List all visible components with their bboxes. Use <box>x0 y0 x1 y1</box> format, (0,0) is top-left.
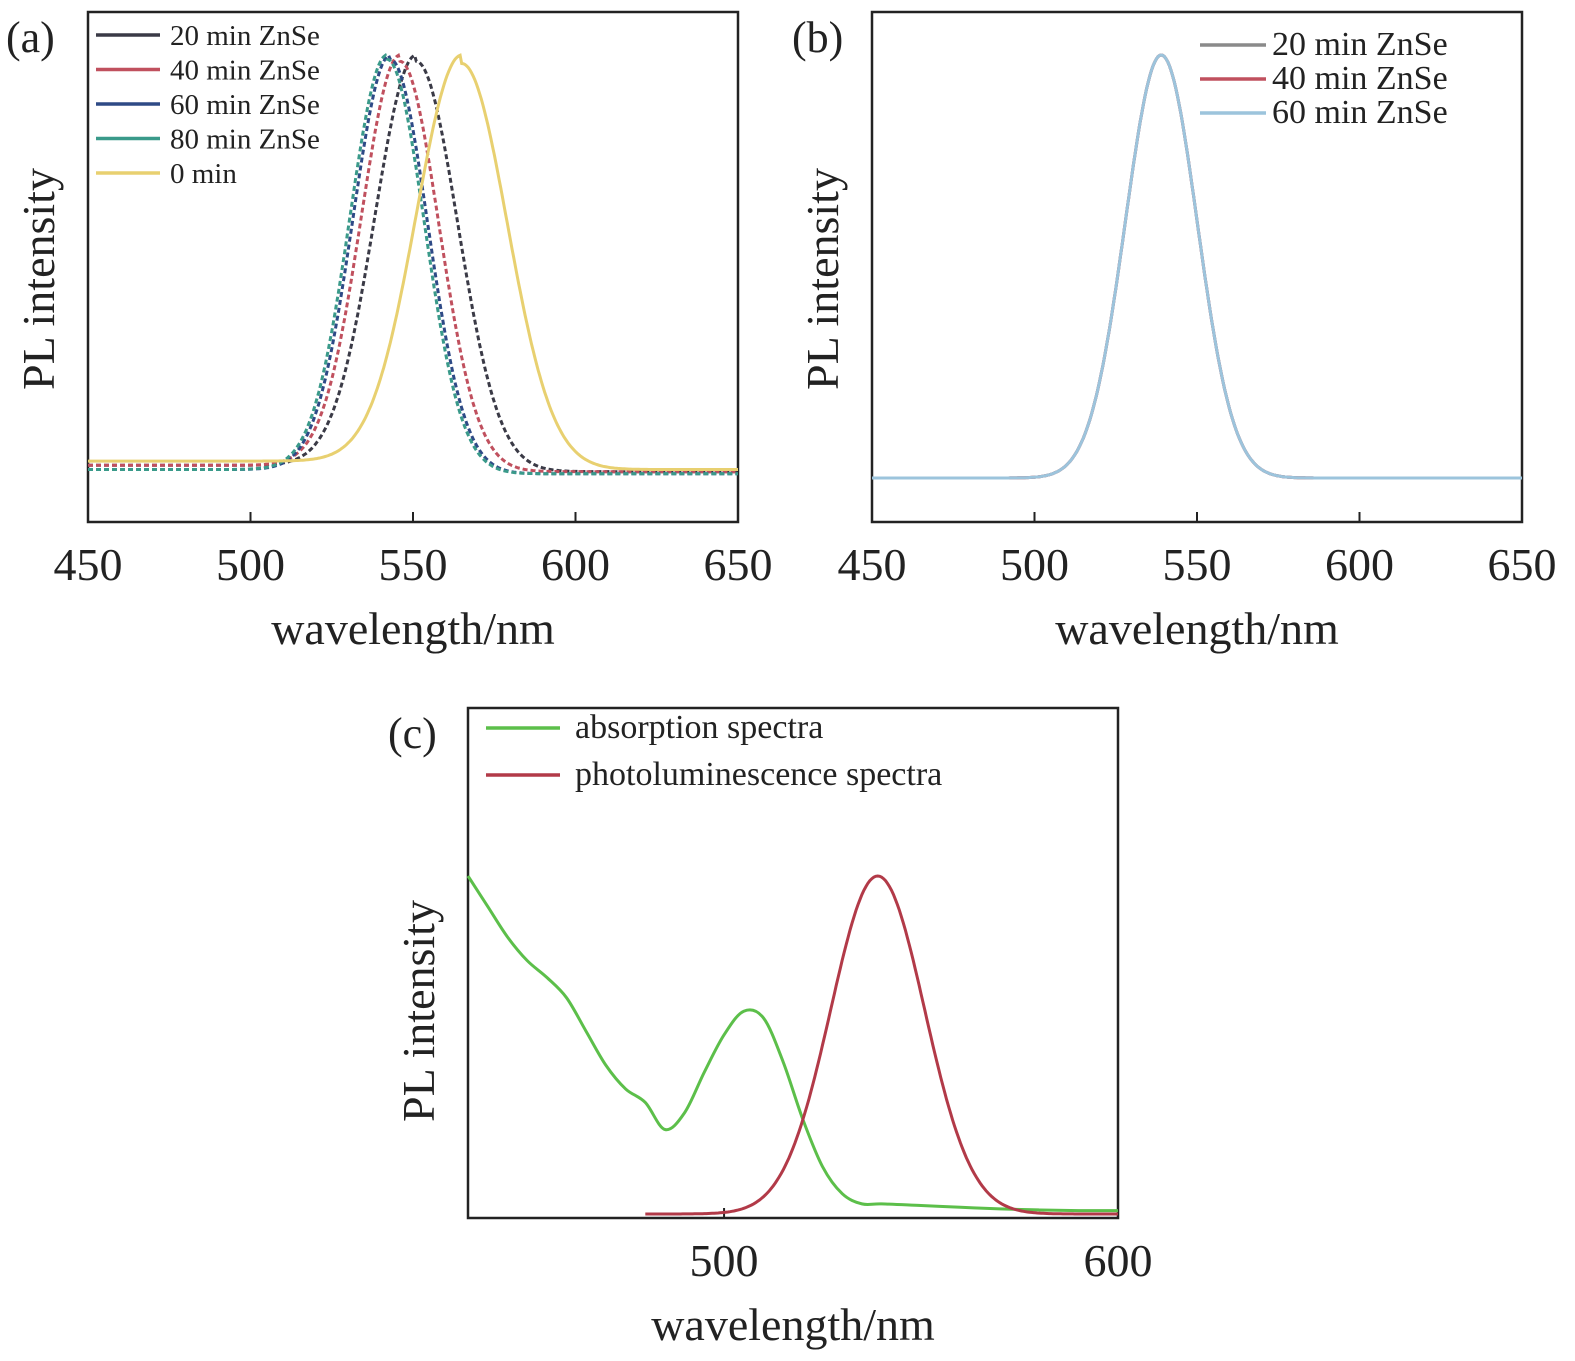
legend-label: 40 min ZnSe <box>170 55 320 87</box>
panel-label: (b) <box>792 13 843 62</box>
legend-label: photoluminescence spectra <box>575 756 942 793</box>
x-axis-label: wavelength/nm <box>271 603 555 654</box>
legend-label: 20 min ZnSe <box>1272 26 1448 63</box>
series-line-absorption-spectra <box>466 875 1119 1213</box>
y-axis-label: PL intensity <box>797 168 848 390</box>
panel-label: (a) <box>6 13 55 62</box>
legend-label: 80 min ZnSe <box>170 124 320 156</box>
x-tick-label: 650 <box>1488 539 1557 590</box>
legend-label: absorption spectra <box>575 709 823 746</box>
x-tick-label: 650 <box>704 539 773 590</box>
series-line-60-min-znse <box>872 53 1522 480</box>
x-tick-label: 600 <box>541 539 610 590</box>
plot-frame-3 <box>466 706 1120 1220</box>
series-line-0-min <box>88 53 738 471</box>
series-line-photoluminescence-spectra <box>645 874 1118 1216</box>
y-axis-label: PL intensity <box>13 168 64 390</box>
legend-label: 20 min ZnSe <box>170 20 320 52</box>
panel-label: (c) <box>388 709 437 758</box>
y-axis-label: PL intensity <box>393 900 444 1122</box>
x-tick-label: 450 <box>838 539 907 590</box>
x-axis-label: wavelength/nm <box>1055 603 1339 654</box>
x-tick-label: 600 <box>1325 539 1394 590</box>
x-axis-label: wavelength/nm <box>651 1299 935 1350</box>
legend-label: 0 min <box>170 158 237 190</box>
series-line-80-min-znse <box>88 53 738 476</box>
legend-label: 60 min ZnSe <box>170 89 320 121</box>
x-tick-label: 550 <box>379 539 448 590</box>
x-tick-label: 550 <box>1163 539 1232 590</box>
legend-label: 40 min ZnSe <box>1272 60 1448 97</box>
series-line-40-min-znse <box>88 53 738 474</box>
x-tick-label: 500 <box>1000 539 1069 590</box>
x-tick-label: 500 <box>216 539 285 590</box>
x-tick-label: 600 <box>1084 1235 1153 1286</box>
x-tick-label: 500 <box>690 1235 759 1286</box>
legend-label: 60 min ZnSe <box>1272 94 1448 131</box>
x-tick-label: 450 <box>54 539 123 590</box>
